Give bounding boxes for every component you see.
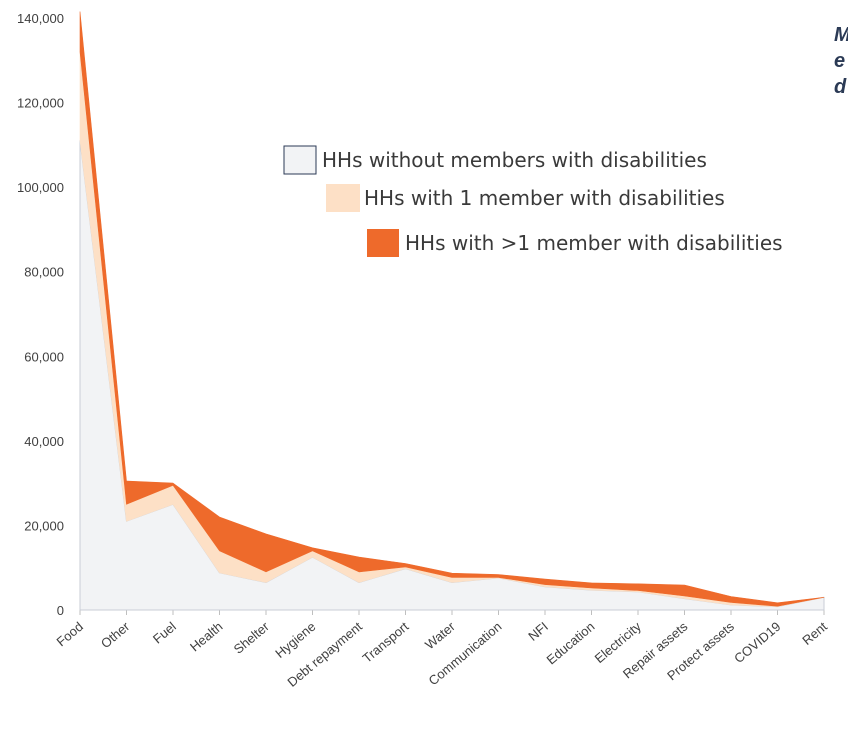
x-tick-label: NFI (525, 619, 551, 644)
legend-swatch-series-0 (283, 145, 317, 175)
legend-item-series-1: HHs with 1 member with disabilities (326, 184, 725, 212)
data-point-series-1 (683, 595, 685, 597)
data-point-series-1 (730, 601, 732, 603)
data-point-series-0 (311, 556, 313, 558)
data-point-series-1 (590, 587, 592, 589)
data-point-series-0 (544, 586, 546, 588)
data-point-series-2 (218, 516, 220, 518)
data-point-series-2 (776, 602, 778, 604)
legend-swatch-series-1 (326, 184, 360, 212)
data-point-series-2 (497, 573, 499, 575)
cropped-title-line-3: d (834, 76, 847, 98)
data-point-series-1 (404, 566, 406, 568)
y-tick-label: 120,000 (17, 96, 64, 111)
y-tick-label: 80,000 (24, 265, 64, 280)
data-point-series-1 (776, 605, 778, 607)
x-tick-label: Shelter (231, 618, 273, 656)
y-tick-label: 100,000 (17, 180, 64, 195)
x-tick-label: Transport (360, 619, 412, 666)
x-tick-label: Health (187, 619, 225, 655)
data-point-series-1 (311, 550, 313, 552)
data-point-series-2 (683, 584, 685, 586)
area-series-1 (79, 51, 825, 607)
x-tick-label: Rent (799, 619, 830, 648)
data-point-series-0 (358, 581, 360, 583)
data-point-series-0 (451, 581, 453, 583)
x-tick-label: Food (54, 619, 86, 650)
data-point-series-2 (590, 582, 592, 584)
data-point-series-2 (730, 595, 732, 597)
legend-item-series-0: HHs without members with disabilities (283, 145, 707, 175)
data-point-series-1 (125, 503, 127, 505)
data-point-series-2 (544, 578, 546, 580)
data-point-series-2 (79, 10, 81, 12)
data-point-series-2 (358, 556, 360, 558)
data-point-series-2 (404, 562, 406, 564)
x-tick-label: Water (422, 618, 458, 652)
cropped-title-text: M e d (834, 24, 848, 98)
data-point-series-0 (79, 139, 81, 141)
data-point-series-1 (451, 576, 453, 578)
data-point-series-0 (172, 503, 174, 505)
data-point-series-2 (265, 533, 267, 535)
data-point-series-2 (311, 547, 313, 549)
data-point-series-0 (218, 572, 220, 574)
data-point-series-0 (730, 604, 732, 606)
x-tick-label: Education (543, 619, 597, 668)
data-point-series-1 (265, 571, 267, 573)
legend: HHs without members with disabilities HH… (283, 145, 783, 257)
area-series-group (79, 11, 825, 611)
cropped-title-line-1: M (834, 24, 848, 46)
data-point-series-0 (683, 597, 685, 599)
legend-label-series-1: HHs with 1 member with disabilities (364, 186, 725, 210)
data-point-series-0 (265, 581, 267, 583)
y-tick-label: 0 (57, 603, 64, 618)
data-point-series-1 (358, 571, 360, 573)
data-point-series-2 (125, 480, 127, 482)
data-point-series-1 (79, 51, 81, 53)
legend-label-series-2: HHs with >1 member with disabilities (405, 231, 783, 255)
y-tick-label: 40,000 (24, 434, 64, 449)
y-tick-label: 20,000 (24, 518, 64, 533)
data-point-series-0 (125, 520, 127, 522)
legend-item-series-2: HHs with >1 member with disabilities (367, 229, 783, 257)
data-point-series-1 (497, 576, 499, 578)
data-point-series-2 (172, 482, 174, 484)
axes: 0 20,000 40,000 60,000 80,000 100,000 120,000 1… (17, 11, 825, 618)
x-tick-label: Other (98, 618, 133, 651)
data-point-series-2 (823, 596, 825, 598)
y-tick-label: 140,000 (17, 11, 64, 26)
area-series-0 (79, 140, 825, 611)
cropped-title-line-2: e (834, 50, 845, 72)
area-series-2 (79, 11, 825, 607)
legend-label-series-0: HHs without members with disabilities (322, 148, 707, 172)
data-point-series-1 (637, 589, 639, 591)
x-tick-label: Fuel (150, 619, 179, 647)
data-point-series-2 (451, 572, 453, 574)
data-point-series-1 (544, 583, 546, 585)
x-tick-label: COVID19 (731, 619, 783, 666)
y-tick-label: 60,000 (24, 349, 64, 364)
data-point-series-1 (172, 484, 174, 486)
data-point-series-1 (218, 550, 220, 552)
legend-swatch-series-2 (367, 229, 399, 257)
data-point-series-0 (590, 589, 592, 591)
data-point-series-2 (637, 583, 639, 585)
